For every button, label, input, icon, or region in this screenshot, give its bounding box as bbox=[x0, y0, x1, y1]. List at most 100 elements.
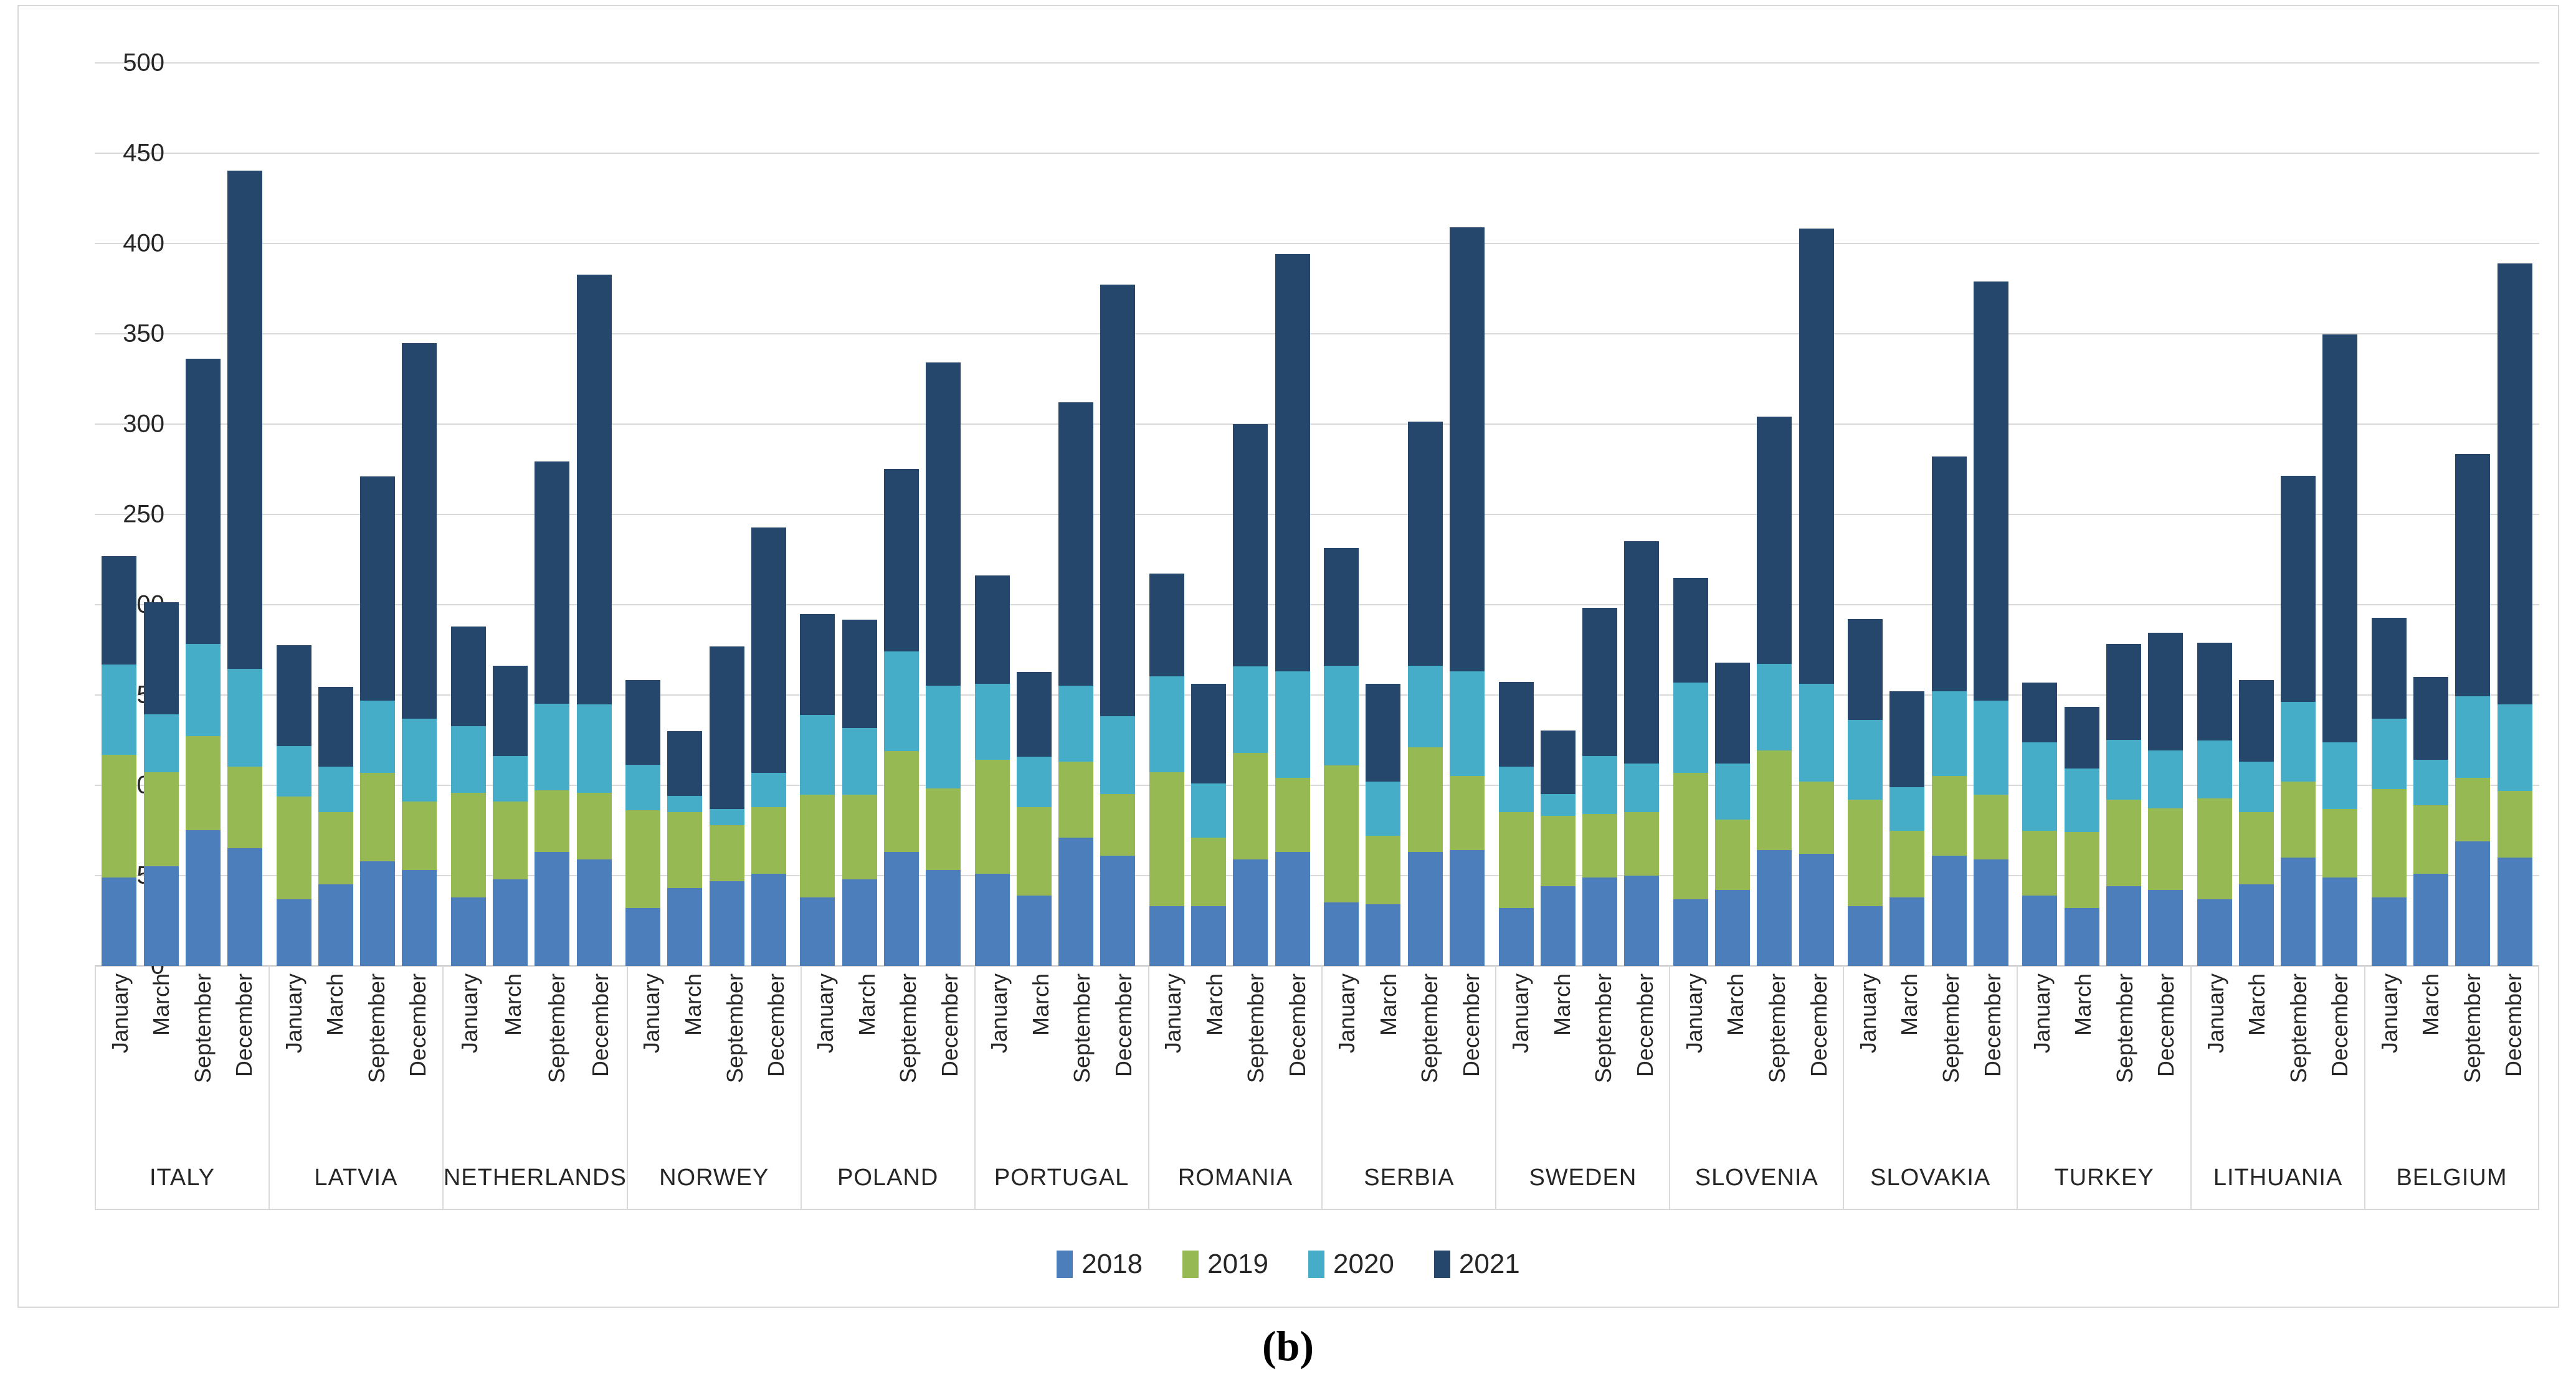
bar-segment-2019 bbox=[143, 772, 179, 866]
month-tick-label: March bbox=[2070, 973, 2096, 1036]
bar-segment-2020 bbox=[751, 773, 786, 807]
bar-segment-2018 bbox=[1016, 896, 1052, 966]
legend-label: 2021 bbox=[1458, 1249, 1520, 1279]
bar-segment-2018 bbox=[535, 852, 570, 966]
month-cell: September bbox=[2281, 973, 2316, 1083]
legend-swatch-2021 bbox=[1433, 1251, 1450, 1278]
bar-segment-2018 bbox=[2106, 886, 2141, 966]
month-tick-label: December bbox=[2501, 973, 2527, 1077]
month-cell: December bbox=[227, 973, 262, 1077]
bar-segment-2019 bbox=[2371, 789, 2407, 897]
month-labels: January March September December bbox=[96, 966, 269, 1153]
bar-segment-2021 bbox=[227, 171, 262, 669]
bar-segment-2018 bbox=[360, 861, 396, 966]
bar-segment-2019 bbox=[1449, 776, 1485, 850]
stacked-bar bbox=[576, 275, 612, 966]
axis-group-latvia: January March September December LATVIA bbox=[270, 966, 444, 1209]
country-tick-label: ROMANIA bbox=[1177, 1164, 1293, 1191]
bar-segment-2018 bbox=[2497, 858, 2532, 966]
bar-segment-2018 bbox=[926, 870, 961, 966]
bar-segment-2018 bbox=[2148, 890, 2184, 966]
bar-segment-2019 bbox=[402, 802, 437, 870]
month-cell: March bbox=[1024, 973, 1058, 1036]
bar-segment-2018 bbox=[1191, 906, 1227, 966]
stacked-bar bbox=[1848, 619, 1883, 966]
bar-segment-2020 bbox=[276, 746, 311, 797]
month-cell: March bbox=[496, 973, 531, 1036]
gridline bbox=[95, 604, 2539, 605]
month-cell: December bbox=[401, 973, 435, 1077]
bar-segment-2020 bbox=[926, 686, 961, 788]
stacked-bar bbox=[450, 627, 486, 966]
stacked-bar bbox=[143, 602, 179, 966]
bar-segment-2021 bbox=[709, 646, 744, 809]
bar-segment-2021 bbox=[2371, 618, 2407, 719]
month-cell: January bbox=[277, 973, 311, 1053]
gridline bbox=[95, 875, 2539, 876]
legend-label: 2019 bbox=[1207, 1249, 1268, 1279]
stacked-bar bbox=[883, 469, 919, 966]
bar-segment-2021 bbox=[2022, 683, 2058, 742]
bar-segment-2018 bbox=[318, 884, 353, 966]
bar-segment-2020 bbox=[227, 669, 262, 767]
figure-caption: (b) bbox=[1262, 1322, 1314, 1369]
bar-segment-2020 bbox=[1673, 683, 1708, 773]
month-labels: January March September December bbox=[2018, 966, 2190, 1153]
month-tick-label: September bbox=[1069, 973, 1095, 1084]
bar-segment-2020 bbox=[1540, 794, 1576, 816]
bar-segment-2018 bbox=[1889, 897, 1925, 966]
bar-segment-2021 bbox=[2197, 643, 2232, 740]
stacked-bar bbox=[2322, 334, 2358, 966]
month-tick-label: September bbox=[895, 973, 921, 1084]
stacked-bar bbox=[1324, 548, 1359, 966]
axis-group-poland: January March September December POLAND bbox=[802, 966, 976, 1209]
bar-segment-2021 bbox=[450, 627, 486, 726]
bar-segment-2018 bbox=[1449, 850, 1485, 966]
axis-group-italy: January March September December ITALY bbox=[95, 966, 270, 1209]
bar-segment-2021 bbox=[1100, 285, 1136, 716]
bar-segment-2021 bbox=[667, 731, 703, 796]
bar-segment-2021 bbox=[625, 680, 661, 765]
month-tick-label: March bbox=[2418, 973, 2444, 1036]
stacked-bar bbox=[1449, 227, 1485, 966]
bar-segment-2020 bbox=[1449, 671, 1485, 776]
bar-segment-2018 bbox=[1582, 877, 1617, 966]
month-cell: December bbox=[1280, 973, 1315, 1077]
bar-segment-2019 bbox=[2497, 791, 2532, 858]
stacked-bar bbox=[1058, 402, 1094, 966]
month-tick-label: January bbox=[812, 973, 839, 1054]
stacked-bar bbox=[667, 731, 703, 966]
month-tick-label: December bbox=[587, 973, 613, 1077]
month-tick-label: January bbox=[280, 973, 307, 1054]
bar-segment-2021 bbox=[1324, 548, 1359, 666]
bar-groups bbox=[95, 63, 2539, 966]
month-tick-label: March bbox=[1549, 973, 1575, 1036]
bar-segment-2020 bbox=[709, 809, 744, 825]
bar-segment-2019 bbox=[709, 825, 744, 881]
gridline bbox=[95, 785, 2539, 786]
month-tick-label: September bbox=[2111, 973, 2137, 1084]
legend-item-2021: 2021 bbox=[1433, 1249, 1520, 1280]
month-tick-label: September bbox=[1590, 973, 1617, 1084]
bar-segment-2021 bbox=[493, 666, 528, 756]
country-tick-label: LITHUANIA bbox=[2213, 1164, 2343, 1191]
bar-segment-2018 bbox=[2455, 841, 2491, 966]
country-tick-label: ITALY bbox=[149, 1164, 215, 1191]
month-labels: January March September December bbox=[1670, 966, 1843, 1153]
month-labels: January March September December bbox=[1149, 966, 1322, 1153]
bar-segment-2020 bbox=[1275, 671, 1310, 778]
month-cell: January bbox=[452, 973, 487, 1053]
country-tick-label: NORWEY bbox=[659, 1164, 769, 1191]
chart-frame: 050100150200250300350400450500 JanuaryMa… bbox=[17, 5, 2559, 1308]
month-cell: September bbox=[1586, 973, 1621, 1083]
bar-segment-2018 bbox=[143, 866, 179, 966]
gridline bbox=[95, 243, 2539, 244]
month-tick-label: January bbox=[1160, 973, 1186, 1054]
bar-segment-2019 bbox=[1058, 762, 1094, 838]
y-tick-label: 450 bbox=[123, 139, 164, 167]
bar-segment-2018 bbox=[1848, 906, 1883, 966]
bar-segment-2018 bbox=[2197, 899, 2232, 966]
bar-segment-2021 bbox=[974, 575, 1010, 684]
bar-segment-2020 bbox=[974, 684, 1010, 760]
month-tick-label: March bbox=[680, 973, 706, 1036]
